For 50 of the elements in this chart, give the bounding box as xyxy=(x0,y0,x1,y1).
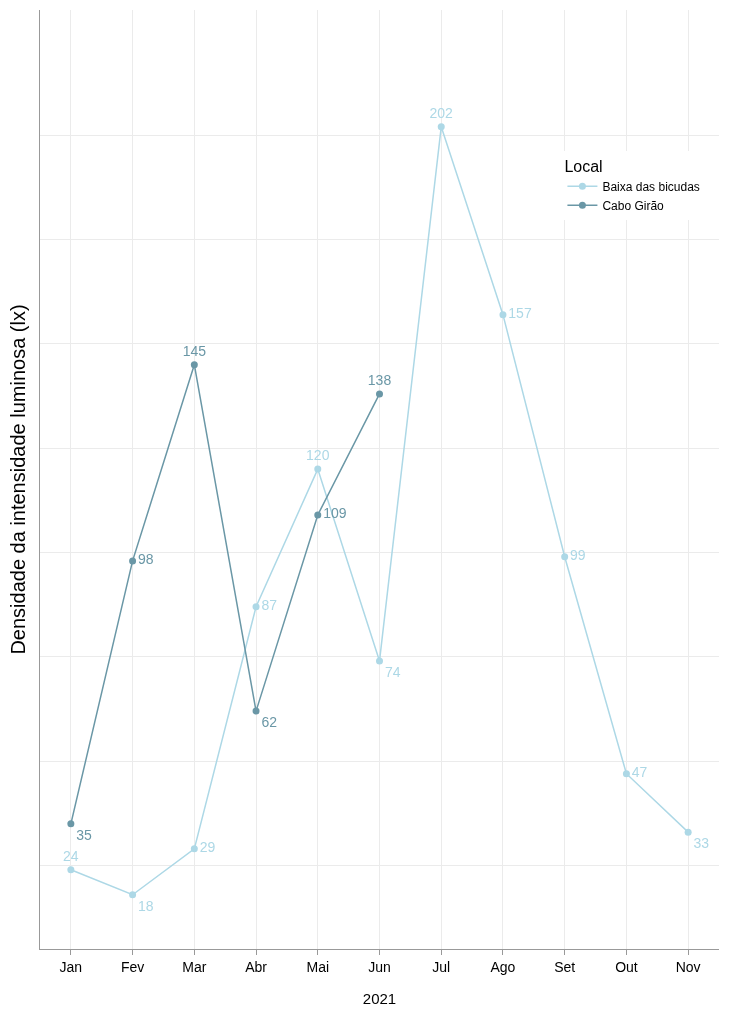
x-tick-label: Jul xyxy=(432,958,451,975)
data-label: 87 xyxy=(261,597,278,614)
point xyxy=(252,707,260,715)
legend-title: Local xyxy=(564,157,603,175)
data-label: 98 xyxy=(137,551,154,568)
data-label: 120 xyxy=(306,447,330,464)
point xyxy=(129,557,137,565)
point xyxy=(129,891,137,899)
point xyxy=(437,123,445,131)
point xyxy=(314,465,322,473)
point xyxy=(684,828,692,836)
point xyxy=(376,657,383,665)
point xyxy=(67,820,75,828)
point xyxy=(252,603,260,611)
point xyxy=(622,770,630,778)
y-axis-title: Densidade da intensidade luminosa (lx) xyxy=(6,304,29,655)
data-label: 47 xyxy=(631,764,648,781)
data-label: 202 xyxy=(429,104,454,121)
point xyxy=(190,845,198,853)
data-label: 62 xyxy=(261,713,278,730)
legend-label: Baixa das bicudas xyxy=(602,179,700,194)
data-label: 138 xyxy=(367,372,392,389)
x-tick-label: Jan xyxy=(59,958,83,975)
point xyxy=(67,866,75,874)
x-tick-label: Jun xyxy=(368,958,391,975)
data-label: 18 xyxy=(137,897,154,914)
point xyxy=(561,553,569,561)
data-label: 157 xyxy=(508,305,532,322)
x-tick-label: Nov xyxy=(675,958,701,975)
x-tick-label: Out xyxy=(615,958,638,975)
x-tick-label: Mai xyxy=(306,958,330,975)
x-tick-label: Set xyxy=(554,958,576,975)
point xyxy=(314,511,322,519)
data-label: 33 xyxy=(693,835,710,852)
data-label: 109 xyxy=(323,505,347,522)
x-tick-label: Ago xyxy=(490,958,516,975)
x-tick-label: Fev xyxy=(120,958,145,975)
legend-label: Cabo Girão xyxy=(602,198,665,213)
point xyxy=(499,311,507,319)
point xyxy=(190,361,198,369)
data-label: 24 xyxy=(63,847,79,864)
x-tick-label: Abr xyxy=(245,958,268,975)
data-label: 29 xyxy=(199,839,216,856)
data-label: 99 xyxy=(570,547,586,564)
x-tick-label: Mar xyxy=(182,958,207,975)
data-label: 35 xyxy=(76,826,93,843)
point xyxy=(376,390,383,398)
x-axis-title: 2021 xyxy=(362,990,397,1007)
data-label: 145 xyxy=(182,342,207,359)
data-label: 74 xyxy=(384,663,401,680)
